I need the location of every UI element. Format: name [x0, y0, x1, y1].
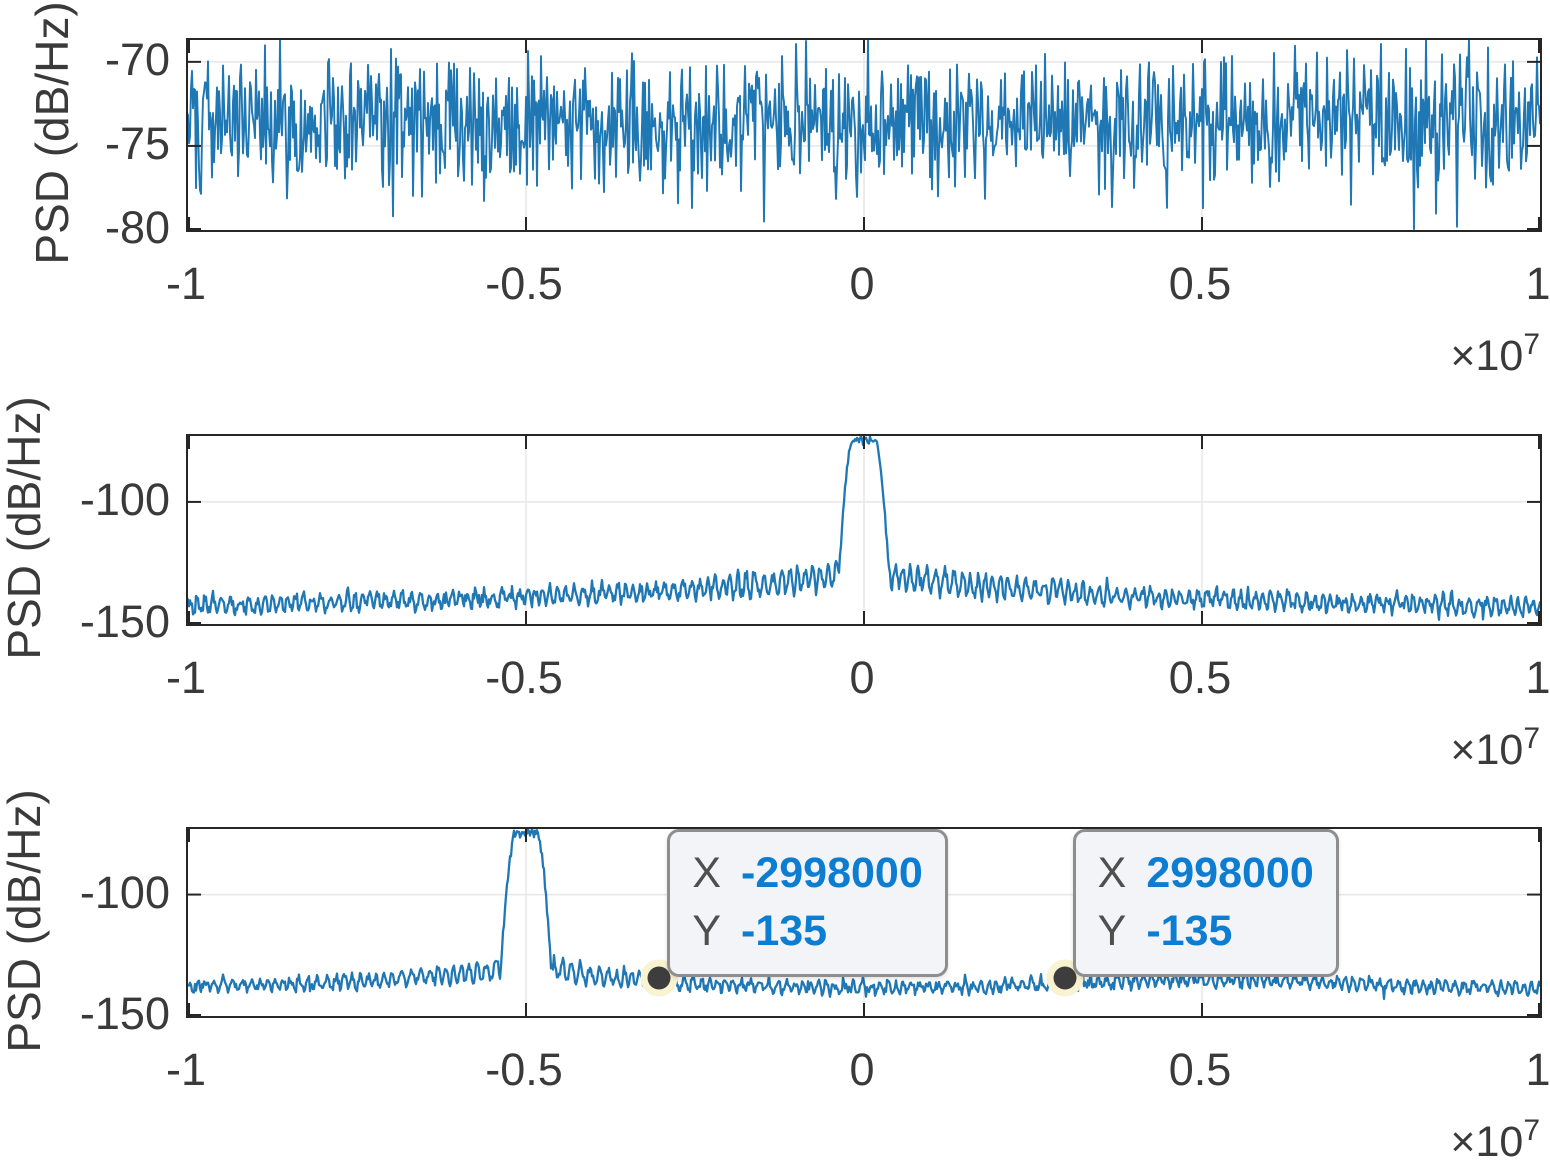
datatip-x-value: 2998000: [1146, 849, 1314, 897]
x-tick-label: -1: [165, 1044, 207, 1095]
psd-trace[interactable]: [188, 829, 1540, 1001]
y-axis-label: PSD (dB/Hz): [26, 1, 78, 265]
datatip-y-label: Y: [692, 907, 722, 955]
datatip-x-label: X: [1097, 849, 1127, 897]
datatip-y-row: Y -135: [692, 902, 922, 960]
x-tick-label: 0: [849, 258, 875, 309]
x-tick-label: -0.5: [485, 258, 563, 309]
datatip-x-value: -2998000: [741, 849, 923, 897]
datatip-y-row: Y -135: [1098, 902, 1314, 960]
x-axis-exponent-label: ×107: [1450, 722, 1540, 775]
exponent-power: 7: [1523, 1114, 1540, 1147]
y-tick-label: -80: [104, 202, 170, 253]
y-tick-label: -150: [79, 988, 170, 1039]
y-tick-label: -100: [79, 866, 170, 918]
y-axis-label: PSD (dB/Hz): [0, 396, 50, 660]
y-tick-label: -100: [79, 473, 170, 525]
y-tick-label: -75: [104, 117, 170, 169]
x-tick-label: 0.5: [1168, 258, 1232, 309]
datatip-x-label: X: [692, 849, 722, 897]
datatip-y-label: Y: [1097, 907, 1127, 955]
x-tick-label: 1: [1525, 1044, 1550, 1095]
x-axis-exponent-label: ×107: [1450, 1114, 1540, 1167]
datatip-x-row: X -2998000: [692, 844, 922, 902]
plot-area[interactable]: [186, 434, 1542, 626]
y-tick-label: -70: [104, 33, 170, 85]
x-axis-exponent-label: ×107: [1450, 328, 1540, 381]
y-axis-label: PSD (dB/Hz): [0, 788, 50, 1053]
psd-trace[interactable]: [188, 40, 1540, 230]
plot-svg: [188, 40, 1540, 230]
exponent-base: ×10: [1450, 332, 1524, 380]
x-tick-label: -1: [165, 652, 207, 703]
datatip-x-row: X 2998000: [1098, 844, 1314, 902]
datatip-box-left[interactable]: X -2998000 Y -135: [667, 829, 948, 977]
exponent-base: ×10: [1450, 1118, 1524, 1166]
plot-svg: [188, 436, 1540, 624]
x-tick-label: 0: [849, 652, 875, 703]
x-tick-label: 0.5: [1168, 652, 1232, 703]
x-tick-label: -0.5: [485, 1044, 563, 1095]
exponent-base: ×10: [1450, 726, 1524, 774]
datatip-y-value: -135: [741, 907, 828, 955]
exponent-power: 7: [1523, 722, 1540, 755]
datatip-marker[interactable]: [1053, 966, 1077, 990]
y-tick-label: -150: [79, 596, 170, 647]
x-tick-label: -1: [165, 258, 207, 309]
datatip-y-value: -135: [1146, 907, 1233, 955]
x-tick-label: 1: [1525, 652, 1550, 703]
x-tick-label: -0.5: [485, 652, 563, 703]
datatip-marker[interactable]: [647, 966, 671, 990]
exponent-power: 7: [1523, 328, 1540, 361]
plot-area[interactable]: [186, 38, 1542, 232]
datatip-box-right[interactable]: X 2998000 Y -135: [1072, 829, 1339, 977]
x-tick-label: 0.5: [1168, 1044, 1232, 1095]
x-tick-label: 1: [1525, 258, 1550, 309]
x-tick-label: 0: [849, 1044, 875, 1095]
